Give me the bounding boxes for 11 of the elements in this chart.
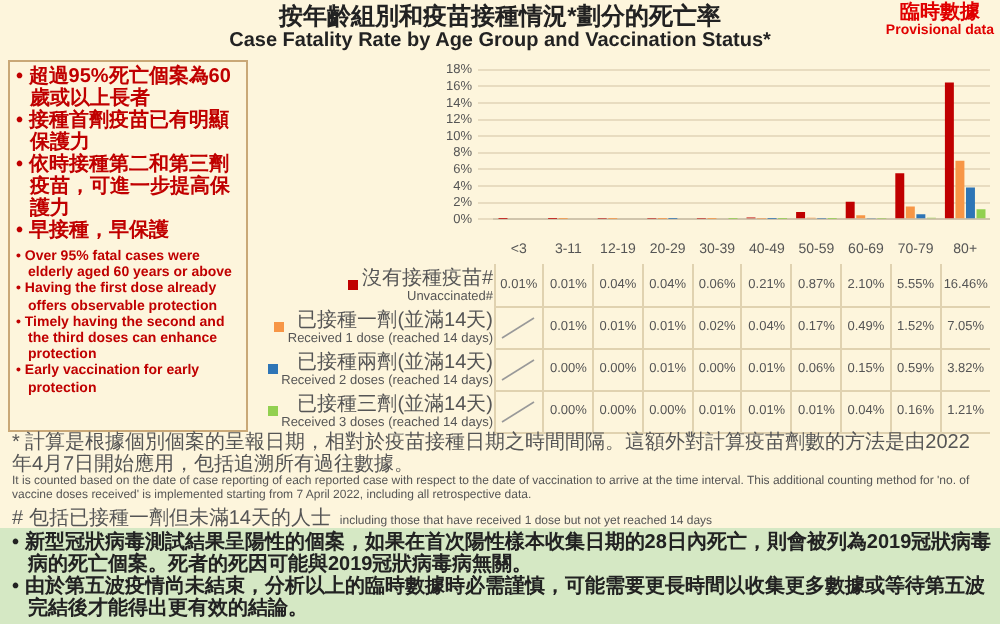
chart-subtitle: Case Fatality Rate by Age Group and Vaccination Status*	[229, 30, 771, 52]
text: 臨時數據	[899, 2, 980, 24]
text: # 包括已接種一劑但未滿14天的人士	[12, 508, 331, 530]
text: • 由於第五波疫情尚未結束，分析以上的臨時數據時必需謹慎，可能需要更長時間以收集更多數據或等待第五波完結後才能得出更有效的結論。	[12, 576, 987, 620]
text: * 計算是根據個別個案的呈報日期，相對於疫苗接種日期之時間間隔。這額外對計算疫苗劑數的方法是由2022年4月7日開始應用，包括追溯所有過往數據。	[12, 432, 972, 476]
text: • 早接種，早保護	[16, 220, 171, 242]
text: • 新型冠狀病毒測試結果呈陽性的個案，如果在首次陽性樣本收集日期的28日內死亡，則會被列為2019冠狀病毒病的死亡個案。死者的死因可能與2019冠狀病毒病無關。	[12, 532, 992, 576]
text: • 接種首劑疫苗已有明顯保護力	[16, 110, 231, 154]
text: • 依時接種第二和第三劑疫苗，可進一步提高保護力	[16, 154, 232, 220]
text: • 超過95%死亡個案為60歲或以上長者	[16, 66, 233, 110]
chart-title: 按年齡組別和疫苗接種情況*劃分的死亡率	[279, 2, 721, 30]
